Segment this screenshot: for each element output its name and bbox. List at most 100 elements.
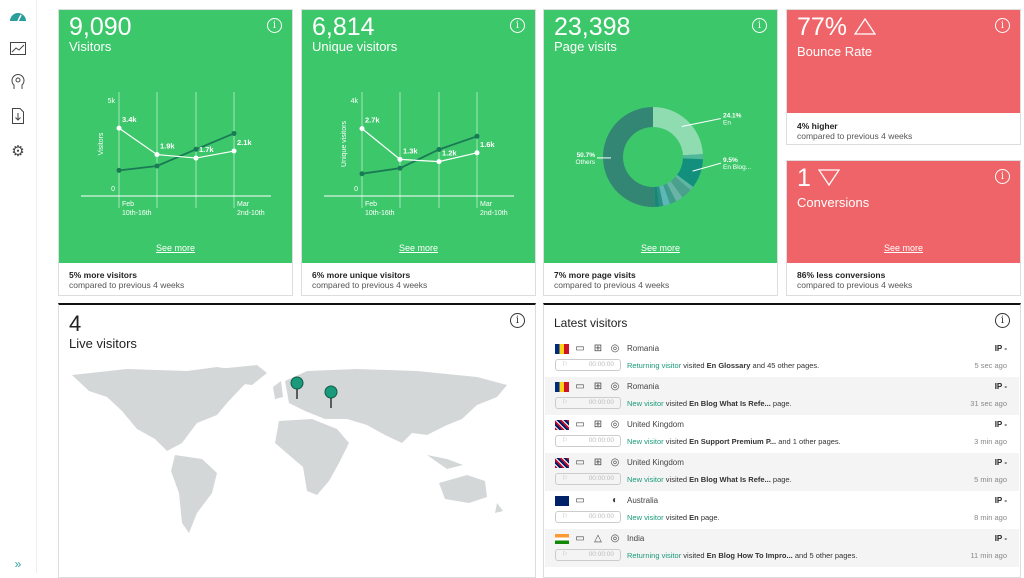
page-link[interactable]: En Glossary [706, 361, 751, 370]
series-line [361, 135, 478, 175]
bounce-rate-value: 77% [797, 13, 848, 41]
compare-text: compared to previous 4 weeks [312, 280, 428, 290]
page-link[interactable]: En Blog What Is Refe... [689, 475, 771, 484]
x-tick-label: Mar [237, 201, 250, 208]
visitor-row[interactable]: ▭ ⊞ ◎ United Kingdom IP - ⚐ 00:00:00 New … [545, 415, 1019, 453]
expand-sidebar-button[interactable]: » [14, 557, 22, 571]
recording-duration: 00:00:00 [588, 475, 614, 482]
donut-slice [682, 154, 703, 160]
settings-icon[interactable]: ⚙ [11, 143, 25, 160]
visitor-row[interactable]: ▭ ⊞ ◎ Romania IP - ⚐ 00:00:00 New visitor… [545, 377, 1019, 415]
see-more-link[interactable]: See more [883, 243, 924, 253]
visitor-type-link[interactable]: Returning visitor [627, 551, 682, 560]
slice-pct-label: 50.7% [577, 152, 596, 159]
info-icon[interactable]: i [995, 313, 1010, 328]
leader-line [692, 162, 722, 172]
linux-icon: △ [594, 533, 602, 544]
bounce-summary: 4% higher [797, 121, 838, 131]
visitor-row[interactable]: ▭ ⊞ ◎ United Kingdom IP - ⚐ 00:00:00 New … [545, 453, 1019, 491]
data-point [397, 156, 403, 162]
desktop-icon: ▭ [575, 495, 585, 506]
session-recording-button[interactable]: ⚐ 00:00:00 [555, 397, 621, 409]
chrome-icon: ◎ [610, 457, 620, 468]
see-more-link[interactable]: See more [398, 243, 439, 253]
unique-visitors-label: Unique visitors [312, 39, 398, 54]
info-icon[interactable]: i [510, 18, 525, 33]
session-recording-button[interactable]: ⚐ 00:00:00 [555, 511, 621, 523]
visited-text: visited [665, 399, 688, 408]
visitor-type-link[interactable]: New visitor [627, 513, 664, 522]
donut-slice [656, 186, 664, 207]
visitor-type-link[interactable]: New visitor [627, 399, 664, 408]
download-report-icon[interactable] [8, 106, 28, 126]
y-axis-label: Visitors [98, 132, 105, 155]
info-icon[interactable]: i [995, 18, 1010, 33]
pages-rest: and 5 other pages. [794, 551, 858, 560]
chrome-icon: ◎ [610, 419, 620, 430]
windows-icon: ⊞ [593, 343, 603, 354]
info-icon[interactable]: i [267, 18, 282, 33]
visitor-type-link[interactable]: New visitor [627, 475, 664, 484]
conversions-card: 1 Conversions i See more 86% less conver… [786, 160, 1021, 296]
latest-visitors-card: Latest visitors i ▭ ⊞ ◎ Romania IP - ⚐ 00… [543, 303, 1021, 578]
page-visits-value: 23,398 [554, 13, 631, 41]
leader-line [681, 117, 722, 127]
flag-india-icon [555, 534, 569, 544]
flag-uk-icon [555, 458, 569, 468]
data-label: 3.4k [122, 115, 137, 124]
visitor-row[interactable]: ▭ △ ◎ India IP - ⚐ 00:00:00 Returning vis… [545, 529, 1019, 567]
info-icon[interactable]: i [510, 313, 525, 328]
see-more-link[interactable]: See more [640, 243, 681, 253]
recording-duration: 00:00:00 [588, 513, 614, 520]
visitor-row[interactable]: ▭ ⊞ ◎ Romania IP - ⚐ 00:00:00 Returning v… [545, 339, 1019, 377]
y-tick-label: 0 [354, 186, 358, 193]
visitor-row[interactable]: ▭ ◐ Australia IP - ⚐ 00:00:00 New visitor… [545, 491, 1019, 529]
info-icon[interactable]: i [995, 169, 1010, 184]
see-more-link[interactable]: See more [155, 243, 196, 253]
country: United Kingdom [627, 458, 684, 467]
desktop-icon: ▭ [575, 343, 585, 354]
data-point [231, 130, 237, 136]
x-tick-label: 10th-16th [365, 210, 395, 217]
donut-slice [653, 107, 703, 156]
dashboard-icon[interactable] [8, 6, 28, 26]
donut-slice [654, 186, 660, 207]
session-recording-button[interactable]: ⚐ 00:00:00 [555, 435, 621, 447]
desktop-icon: ▭ [575, 457, 585, 468]
session-recording-button[interactable]: ⚐ 00:00:00 [555, 549, 621, 561]
time-ago: 5 sec ago [974, 361, 1007, 370]
data-point [474, 150, 480, 156]
x-tick-label: 10th-16th [122, 210, 152, 217]
data-label: 1.2k [442, 149, 457, 158]
flag-romania-icon [555, 382, 569, 392]
x-tick-label: 2nd-10th [480, 210, 508, 217]
desktop-icon: ▭ [575, 533, 585, 544]
visited-text: visited [665, 437, 688, 446]
pages-rest: page. [700, 513, 720, 522]
unique-visitors-value: 6,814 [312, 13, 375, 41]
page-link[interactable]: En Support Premium P... [689, 437, 777, 446]
country: Romania [627, 382, 660, 391]
compare-text: compared to previous 4 weeks [797, 131, 913, 141]
visitor-profile-icon[interactable] [8, 72, 28, 92]
page-link[interactable]: En Blog What Is Refe... [689, 399, 771, 408]
page-link[interactable]: En Blog How To Impro... [706, 551, 793, 560]
flag-uk-icon [555, 420, 569, 430]
visitor-type-link[interactable]: New visitor [627, 437, 664, 446]
visitors-summary: 5% more visitors [69, 270, 138, 280]
windows-icon: ⊞ [593, 381, 603, 392]
data-point [436, 159, 442, 165]
ip-address: IP - [994, 344, 1007, 353]
country: Romania [627, 344, 660, 353]
info-icon[interactable]: i [752, 18, 767, 33]
flag-romania-icon [555, 344, 569, 354]
analytics-chart-icon[interactable] [8, 38, 28, 58]
pages-rest: page. [772, 475, 792, 484]
session-recording-button[interactable]: ⚐ 00:00:00 [555, 359, 621, 371]
country: Australia [627, 496, 659, 505]
data-label: 2.1k [237, 138, 252, 147]
session-recording-button[interactable]: ⚐ 00:00:00 [555, 473, 621, 485]
page-visits-donut-chart: 24.1%En 9.5%En Blog... 50.7%Others [575, 107, 751, 207]
visitor-type-link[interactable]: Returning visitor [627, 361, 682, 370]
page-link[interactable]: En [689, 513, 699, 522]
